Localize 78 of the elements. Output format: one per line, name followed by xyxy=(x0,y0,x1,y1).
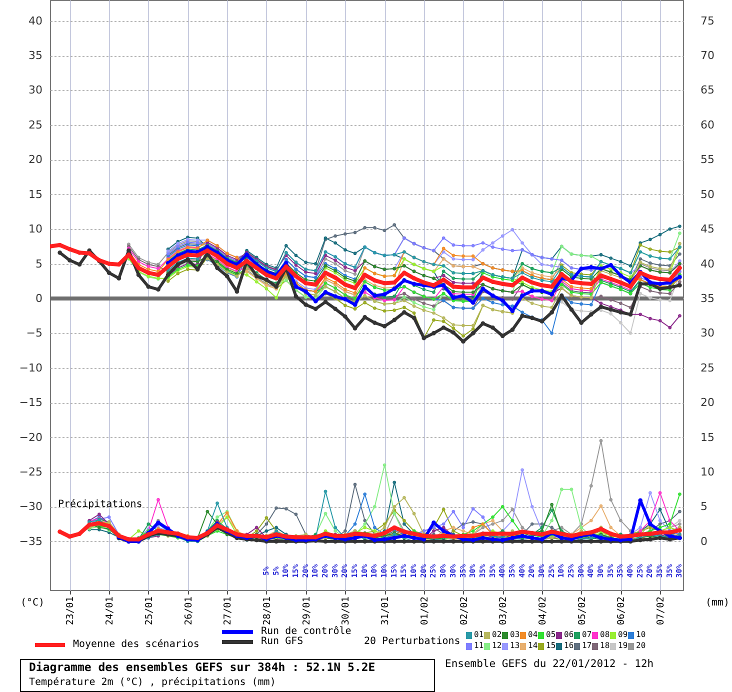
y2-tick-label: 35 xyxy=(700,292,714,305)
text: Température 2m (°C) , précipitations (mm) xyxy=(29,677,276,688)
y2-tick-label: 25 xyxy=(700,361,714,374)
legend-label: 17 xyxy=(582,641,592,650)
legend-label: 12 xyxy=(492,641,502,650)
legend-label: 16 xyxy=(564,641,574,650)
legend-label: 07 xyxy=(582,630,592,639)
x-tick-label: 30/01 xyxy=(340,596,352,626)
legend-label: 14 xyxy=(528,641,538,650)
y2-axis-title: (mm) xyxy=(705,598,730,608)
y2-tick-label: 30 xyxy=(700,326,714,340)
x-tick-label: 03/02 xyxy=(498,596,510,626)
x-tick-label: 25/01 xyxy=(144,596,155,626)
y-tick-label: 0 xyxy=(36,292,42,305)
legend-label: 13 xyxy=(510,641,520,650)
legend-label: 01 xyxy=(474,630,484,639)
y-tick-label: 20 xyxy=(28,153,42,166)
legend-label: 05 xyxy=(546,630,556,639)
y2-tick-label: 15 xyxy=(700,430,714,444)
x-tick-label: 07/02 xyxy=(656,596,667,626)
x-tick-label: 02/02 xyxy=(458,596,470,626)
y-tick-label: 5 xyxy=(36,257,42,270)
y-tick-label: 30 xyxy=(28,84,42,97)
x-tick-label: 04/02 xyxy=(537,596,548,626)
y2-tick-label: 5 xyxy=(700,500,708,514)
legend-label: 15 xyxy=(546,641,556,650)
y2-tick-label: 0 xyxy=(700,534,708,548)
x-tick-label: 01/02 xyxy=(419,596,430,626)
y-tick-label: −5 xyxy=(26,326,42,340)
y2-tick-label: 20 xyxy=(700,396,714,410)
x-tick-label: 29/01 xyxy=(301,596,312,626)
y-tick-label: −15 xyxy=(19,396,42,410)
y2-tick-label: 75 xyxy=(700,14,714,28)
y2-tick-label: 55 xyxy=(700,153,714,166)
y-tick-label: 15 xyxy=(28,188,42,201)
legend-label: Moyenne des scénarios xyxy=(73,639,200,650)
legend-label: 18 xyxy=(600,641,610,650)
legend-label: 19 xyxy=(618,641,628,650)
y2-tick-label: 70 xyxy=(700,49,714,62)
x-tick-label: 06/02 xyxy=(616,596,628,626)
y2-tick-label: 10 xyxy=(700,466,714,478)
y-tick-label: 40 xyxy=(28,14,42,28)
x-tick-label: 24/01 xyxy=(104,596,116,626)
y-tick-label: 25 xyxy=(28,118,42,132)
legend-label: 03 xyxy=(510,630,520,639)
legend-label: 11 xyxy=(474,641,484,650)
y-tick-label: 35 xyxy=(28,49,42,62)
legend-label: 20 xyxy=(636,641,646,650)
legend-label: Run GFS xyxy=(261,636,304,647)
legend-label: 09 xyxy=(618,630,628,639)
y-tick-label: −20 xyxy=(19,430,42,444)
text: Ensemble GEFS du 22/01/2012 - 12h xyxy=(445,658,654,670)
x-tick-label: 28/01 xyxy=(262,596,273,626)
text: Diagramme des ensembles GEFS sur 384h : 52.1N 5.2E xyxy=(29,660,376,674)
y2-tick-label: 40 xyxy=(700,257,714,270)
legend-label: 02 xyxy=(492,630,502,639)
annotation: Précipitations xyxy=(58,499,142,510)
legend-label: 06 xyxy=(564,630,574,639)
x-tick-label: 26/01 xyxy=(183,596,194,626)
legend-label: 04 xyxy=(528,630,538,639)
y2-tick-label: 45 xyxy=(700,222,714,236)
legend-label: 10 xyxy=(636,630,646,639)
y-tick-label: −10 xyxy=(19,361,42,374)
x-tick-label: 27/01 xyxy=(222,596,234,626)
y-tick-label: −25 xyxy=(19,466,42,478)
y-tick-label: −30 xyxy=(19,500,42,514)
legend-title: 20 Perturbations xyxy=(364,636,460,647)
y2-tick-label: 50 xyxy=(700,188,714,201)
y2-tick-label: 65 xyxy=(700,84,714,97)
y2-tick-label: 60 xyxy=(700,118,714,132)
x-tick-label: 23/01 xyxy=(65,596,76,626)
y-axis-title: (°C) xyxy=(20,598,45,608)
y-tick-label: −35 xyxy=(19,534,42,548)
legend-label: Run de contrôle xyxy=(261,626,352,637)
legend-label: 08 xyxy=(600,630,610,639)
y-tick-label: 10 xyxy=(28,222,42,236)
x-tick-label: 05/02 xyxy=(576,596,588,626)
x-tick-label: 31/01 xyxy=(380,596,392,626)
